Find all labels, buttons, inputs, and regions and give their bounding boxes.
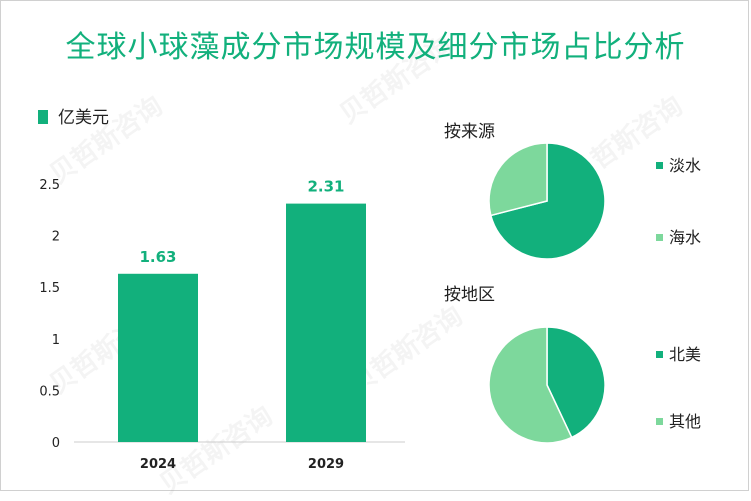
legend-label: 北美 [669, 345, 702, 364]
legend-dot [656, 351, 663, 358]
legend-dot [656, 162, 663, 169]
pie-chart-source [488, 142, 606, 260]
legend-item-seawater: 海水 [656, 224, 701, 248]
pie-source-title: 按来源 [444, 122, 495, 142]
legend-label: 淡水 [669, 156, 702, 175]
y-tick-label: 2 [52, 230, 60, 245]
y-tick-label: 0.5 [39, 384, 60, 399]
pie-region-title: 按地区 [444, 285, 495, 305]
bar-2024 [118, 273, 198, 442]
legend-label: 海水 [669, 228, 702, 247]
pie-slice-海水 [488, 142, 548, 217]
y-tick-label: 2.5 [39, 178, 60, 193]
legend-item-freshwater: 淡水 [656, 152, 701, 176]
legend-label: 其他 [669, 412, 702, 431]
bar-value-label: 2.31 [307, 178, 344, 196]
pie-slice-北美 [546, 326, 606, 439]
x-tick-label: 2029 [308, 457, 344, 472]
unit-legend-label: 亿美元 [58, 108, 109, 128]
chart-title: 全球小球藻成分市场规模及细分市场占比分析 [65, 30, 686, 65]
y-tick-label: 1.5 [39, 281, 60, 296]
pie-chart-region [488, 326, 606, 444]
legend-item-other: 其他 [656, 408, 701, 432]
legend-dot [656, 418, 663, 425]
pie-slice-其他 [488, 326, 573, 444]
legend-swatch [38, 110, 48, 124]
bar-2029 [286, 203, 366, 442]
legend-item-north-america: 北美 [656, 341, 701, 365]
y-tick-label: 0 [52, 436, 60, 451]
pie-slice-淡水 [489, 142, 606, 260]
x-tick-label: 2024 [140, 457, 176, 472]
unit-legend: 亿美元 [38, 103, 109, 128]
y-tick-label: 1 [52, 333, 60, 348]
bar-value-label: 1.63 [139, 248, 176, 266]
legend-dot [656, 234, 663, 241]
